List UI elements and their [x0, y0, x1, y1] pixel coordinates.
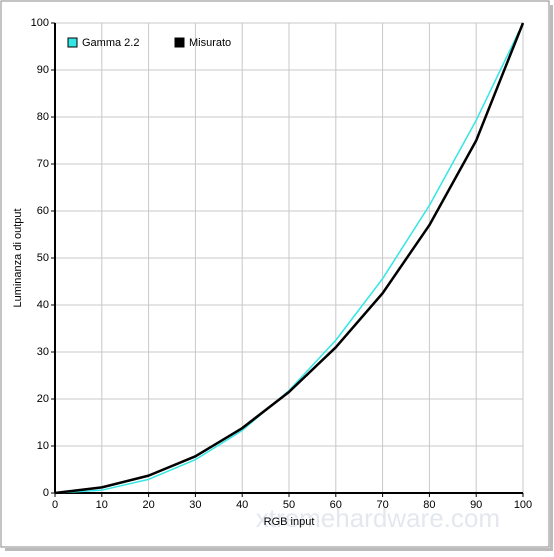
y-tick-label: 0 [43, 487, 49, 499]
y-tick-label: 80 [37, 111, 49, 123]
y-tick-label: 100 [31, 17, 49, 29]
y-tick-label: 90 [37, 64, 49, 76]
watermark: xtremehardware.com [256, 503, 500, 533]
x-tick-label: 100 [514, 499, 532, 511]
y-tick-label: 10 [37, 440, 49, 452]
x-axis-label: RGB input [264, 516, 315, 528]
x-tick-label: 30 [189, 499, 201, 511]
y-tick-label: 20 [37, 393, 49, 405]
series-line [54, 22, 525, 495]
x-tick-label: 90 [470, 499, 482, 511]
y-tick-label: 50 [37, 252, 49, 264]
legend-swatch [67, 37, 78, 48]
x-tick-label: 10 [96, 499, 108, 511]
shadow [5, 548, 553, 551]
y-tick-label: 30 [37, 346, 49, 358]
x-tick-label: 80 [423, 499, 435, 511]
x-tick-label: 60 [330, 499, 342, 511]
x-tick-label: 40 [236, 499, 248, 511]
shadow [550, 5, 553, 550]
legend-label: Misurato [189, 37, 231, 49]
y-tick-label: 70 [37, 158, 49, 170]
legend-swatch [174, 37, 185, 48]
y-axis-label: Luminanza di output [12, 208, 24, 307]
x-tick-label: 20 [142, 499, 154, 511]
y-tick-label: 60 [37, 205, 49, 217]
x-tick-label: 70 [376, 499, 388, 511]
legend-label: Gamma 2.2 [82, 37, 139, 49]
x-tick-label: 0 [52, 499, 58, 511]
y-tick-label: 40 [37, 299, 49, 311]
x-tick-label: 50 [283, 499, 295, 511]
